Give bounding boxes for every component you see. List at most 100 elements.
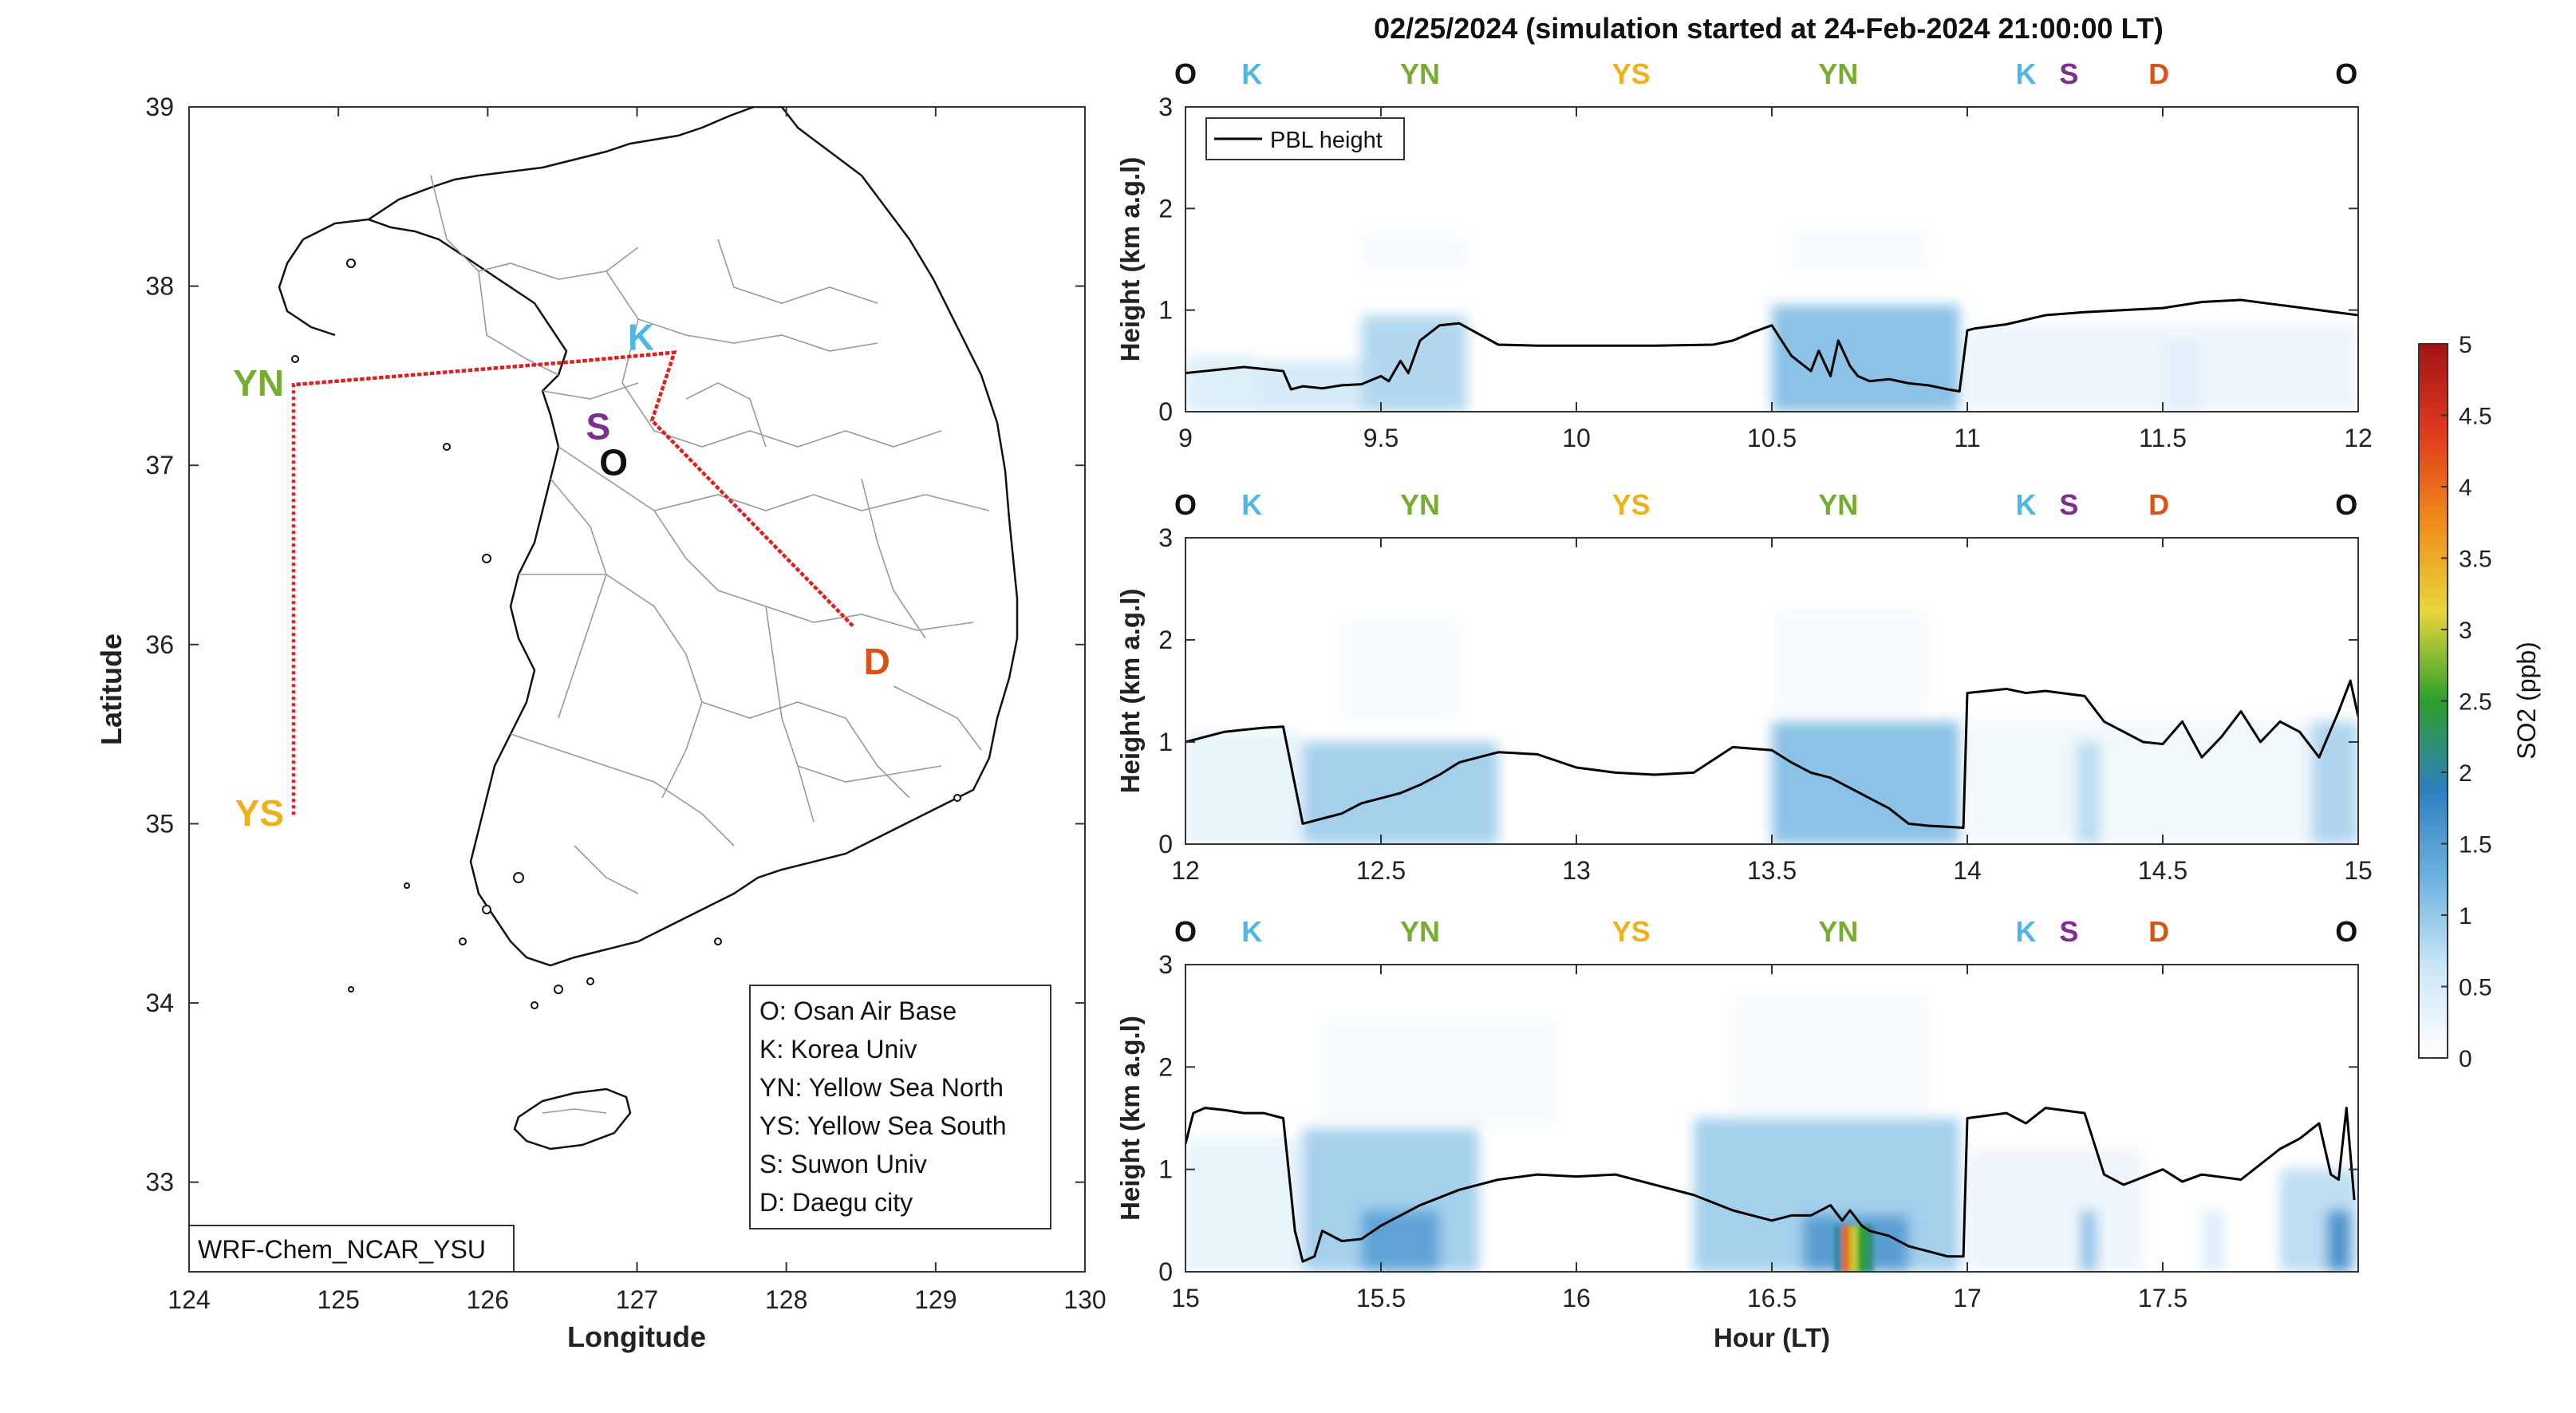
x-tick-label: 17.5: [2138, 1284, 2187, 1312]
site-sequence-label-yn: YN: [1400, 915, 1440, 948]
map-y-tick-label: 35: [145, 809, 174, 838]
site-sequence-label-k: K: [1241, 488, 1262, 521]
legend-entry: O: Osan Air Base: [759, 997, 957, 1025]
legend-entry: K: Korea Univ: [759, 1035, 917, 1064]
site-sequence-label-o: O: [1174, 488, 1197, 521]
colorbar-tick-label: 1.5: [2459, 832, 2492, 858]
site-sequence-label-k: K: [2016, 915, 2037, 948]
site-sequence-label-o: O: [2335, 57, 2357, 90]
pbl-height-line: [1185, 679, 2358, 830]
site-label-ys: YS: [235, 792, 284, 834]
map-x-tick-label: 126: [467, 1285, 509, 1314]
x-tick-label: 15: [1171, 1284, 1200, 1312]
so2-cell: [2202, 1210, 2226, 1272]
figure-title: 02/25/2024 (simulation started at 24-Feb…: [1374, 12, 2164, 45]
y-tick-label: 3: [1158, 93, 1173, 121]
site-sequence-label-o: O: [2335, 488, 2357, 521]
map-y-tick-label: 39: [145, 93, 174, 121]
legend-entry: D: Daegu city: [759, 1188, 913, 1217]
legend-entry: YN: Yellow Sea North: [759, 1073, 1004, 1102]
x-tick-label: 11.5: [2139, 424, 2187, 452]
colorbar: 0 0.5 1 1.5 2 2.5 3 3.5 4 4.5 5 SO2 (ppb): [2418, 332, 2541, 1072]
site-sequence-label-k: K: [2016, 488, 2037, 521]
model-label: WRF-Chem_NCAR_YSU: [188, 1225, 515, 1273]
site-label-d: D: [864, 641, 890, 682]
so2-field: [1185, 609, 2358, 844]
site-label-k: K: [628, 316, 654, 357]
site-label-yn: YN: [233, 362, 284, 404]
so2-hotspot-cell: [1865, 1226, 1874, 1272]
site-sequence-label-o: O: [1174, 57, 1197, 90]
so2-cell: [1361, 1210, 1440, 1272]
so2-cell: [1733, 995, 1928, 1119]
colorbar-tick-label: 0.5: [2459, 975, 2492, 1001]
legend-entry: S: Suwon Univ: [759, 1150, 927, 1178]
x-tick-label: 12.5: [1356, 856, 1406, 885]
so2-cell: [2311, 721, 2358, 844]
so2-cell: [1185, 355, 1256, 412]
colorbar-ticks: 0 0.5 1 1.5 2 2.5 3 3.5 4 4.5 5: [2441, 332, 2492, 1072]
x-tick-label: 12: [1171, 856, 1200, 885]
site-legend: O: Osan Air Base K: Korea Univ YN: Yello…: [749, 985, 1051, 1229]
legend-entry: YS: Yellow Sea South: [759, 1111, 1007, 1140]
site-sequence-label-o: O: [2335, 915, 2357, 948]
so2-cell: [1967, 1149, 2144, 1272]
site-sequence-label-ys: YS: [1612, 915, 1651, 948]
map-y-tick-label: 33: [145, 1168, 174, 1197]
map-x-tick-label: 130: [1063, 1285, 1106, 1314]
site-sequence-label-s: S: [2059, 915, 2078, 948]
map-y-tick-label: 36: [145, 630, 174, 659]
pbl-legend: PBL height: [1205, 117, 1405, 160]
y-tick-label: 0: [1158, 830, 1173, 858]
colorbar-tick-label: 0: [2459, 1046, 2472, 1072]
x-tick-label: 16: [1562, 1284, 1591, 1312]
so2-cell: [1772, 609, 1928, 712]
map-x-tick-label: 128: [765, 1285, 807, 1314]
pbl-legend-label: PBL height: [1270, 128, 1383, 153]
map-x-tick-label: 129: [914, 1285, 957, 1314]
site-sequence-label-ys: YS: [1612, 57, 1651, 90]
y-tick-label: 0: [1158, 1257, 1173, 1286]
colorbar-tick-label: 5: [2459, 332, 2472, 358]
so2-cell: [1967, 721, 2358, 844]
pbl-height-line: [1185, 298, 2358, 393]
x-tick-label: 12: [2344, 424, 2373, 452]
x-tick-label: 10: [1562, 424, 1591, 452]
site-sequence-label-d: D: [2148, 915, 2169, 948]
so2-cell: [2077, 742, 2101, 844]
x-tick-label: 17: [1953, 1284, 1982, 1312]
site-sequence-label-ys: YS: [1612, 488, 1651, 521]
so2-field: [1185, 995, 2358, 1272]
islands: [291, 259, 961, 1009]
north-coastline: [278, 218, 369, 337]
map-y-tick-label: 37: [145, 451, 174, 480]
colorbar-tick-label: 4: [2459, 475, 2472, 501]
y-tick-label: 1: [1158, 296, 1173, 325]
site-label-o: O: [599, 441, 628, 483]
site-sequence-label-k: K: [1241, 915, 1262, 948]
y-tick-label: 1: [1158, 728, 1173, 756]
site-sequence-label-k: K: [1241, 57, 1262, 90]
so2-hotspot-cell: [1834, 1226, 1843, 1272]
model-label-text: WRF-Chem_NCAR_YSU: [198, 1235, 486, 1264]
site-legend-box: [749, 985, 1051, 1229]
map-x-tick-label: 124: [168, 1285, 210, 1314]
panel-ylabel: Height (km a.g.l): [1115, 589, 1145, 794]
so2-cell: [1791, 228, 1928, 270]
map-x-tick-label: 127: [616, 1285, 658, 1314]
map-ylabel: Latitude: [95, 633, 128, 745]
so2-cell: [1342, 619, 1459, 722]
so2-hotspot-cell: [1857, 1226, 1866, 1272]
map-x-ticks: 124 125 126 127 128 129 130: [168, 107, 1107, 1314]
site-sequence-label-yn: YN: [1400, 488, 1440, 521]
site-sequence-label-yn: YN: [1818, 57, 1858, 90]
so2-cell: [2163, 340, 2202, 412]
jeju-island: [513, 1087, 632, 1151]
map-y-ticks: 33 34 35 36 37 38 39: [145, 93, 1085, 1197]
so2-cell: [1772, 721, 1960, 844]
y-tick-label: 2: [1158, 1052, 1173, 1081]
so2-cell: [1185, 1139, 1303, 1272]
site-sequence-label-s: S: [2059, 488, 2078, 521]
